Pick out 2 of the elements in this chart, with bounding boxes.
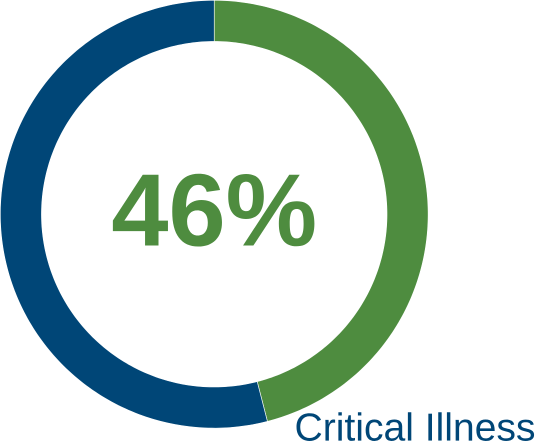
slice-label: Critical Illness [296,412,534,441]
data-label: 46% [112,174,314,246]
